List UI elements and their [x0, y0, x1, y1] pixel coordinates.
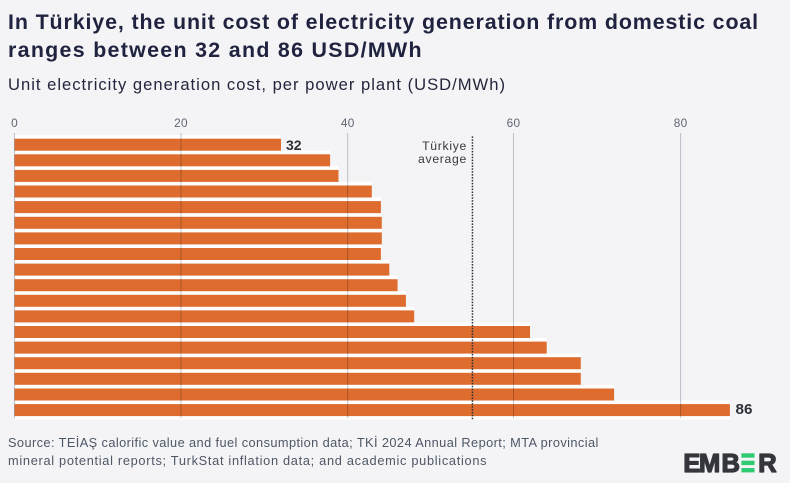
svg-text:E: E [683, 450, 700, 478]
svg-text:R: R [758, 450, 776, 478]
svg-text:M: M [699, 450, 720, 478]
svg-text:20: 20 [174, 116, 188, 130]
svg-text:60: 60 [507, 116, 521, 130]
svg-text:40: 40 [341, 116, 355, 130]
svg-text:0: 0 [11, 116, 18, 130]
svg-text:B: B [722, 450, 740, 478]
svg-text:80: 80 [674, 116, 688, 130]
